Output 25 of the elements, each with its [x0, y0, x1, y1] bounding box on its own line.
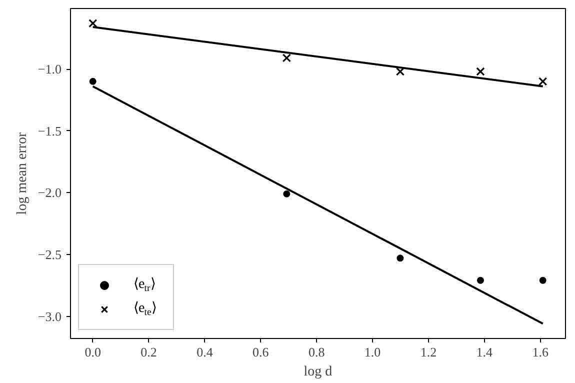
x-tick-label: 1.4	[476, 344, 494, 360]
x-tick-label: 0.6	[252, 344, 270, 360]
x-tick-label: 0.4	[196, 344, 214, 360]
point	[396, 254, 404, 262]
x-tick-label: 0.8	[308, 344, 325, 360]
point	[539, 276, 546, 284]
point	[396, 67, 405, 76]
y-tick-label: −2.5	[38, 246, 62, 262]
x-tick-label: 1.0	[364, 344, 381, 360]
x-tick-label: 0.2	[140, 344, 157, 360]
y-axis-title: log mean error	[14, 132, 30, 215]
point	[476, 276, 484, 284]
point	[282, 54, 292, 62]
y-tick-label: −3.0	[38, 308, 62, 324]
point	[89, 78, 96, 85]
x-axis-title: log d	[304, 364, 332, 380]
x-tick-label: 1.2	[420, 344, 437, 360]
y-tick-label: −2.0	[38, 185, 62, 200]
x-tick-label: 0.0	[84, 344, 101, 360]
y-tick-label: −1.5	[38, 123, 62, 138]
point	[476, 67, 485, 76]
y-tick-label: −1.0	[38, 62, 62, 77]
point	[283, 190, 290, 198]
point	[538, 77, 548, 86]
x-tick-label: 1.6	[532, 344, 549, 360]
